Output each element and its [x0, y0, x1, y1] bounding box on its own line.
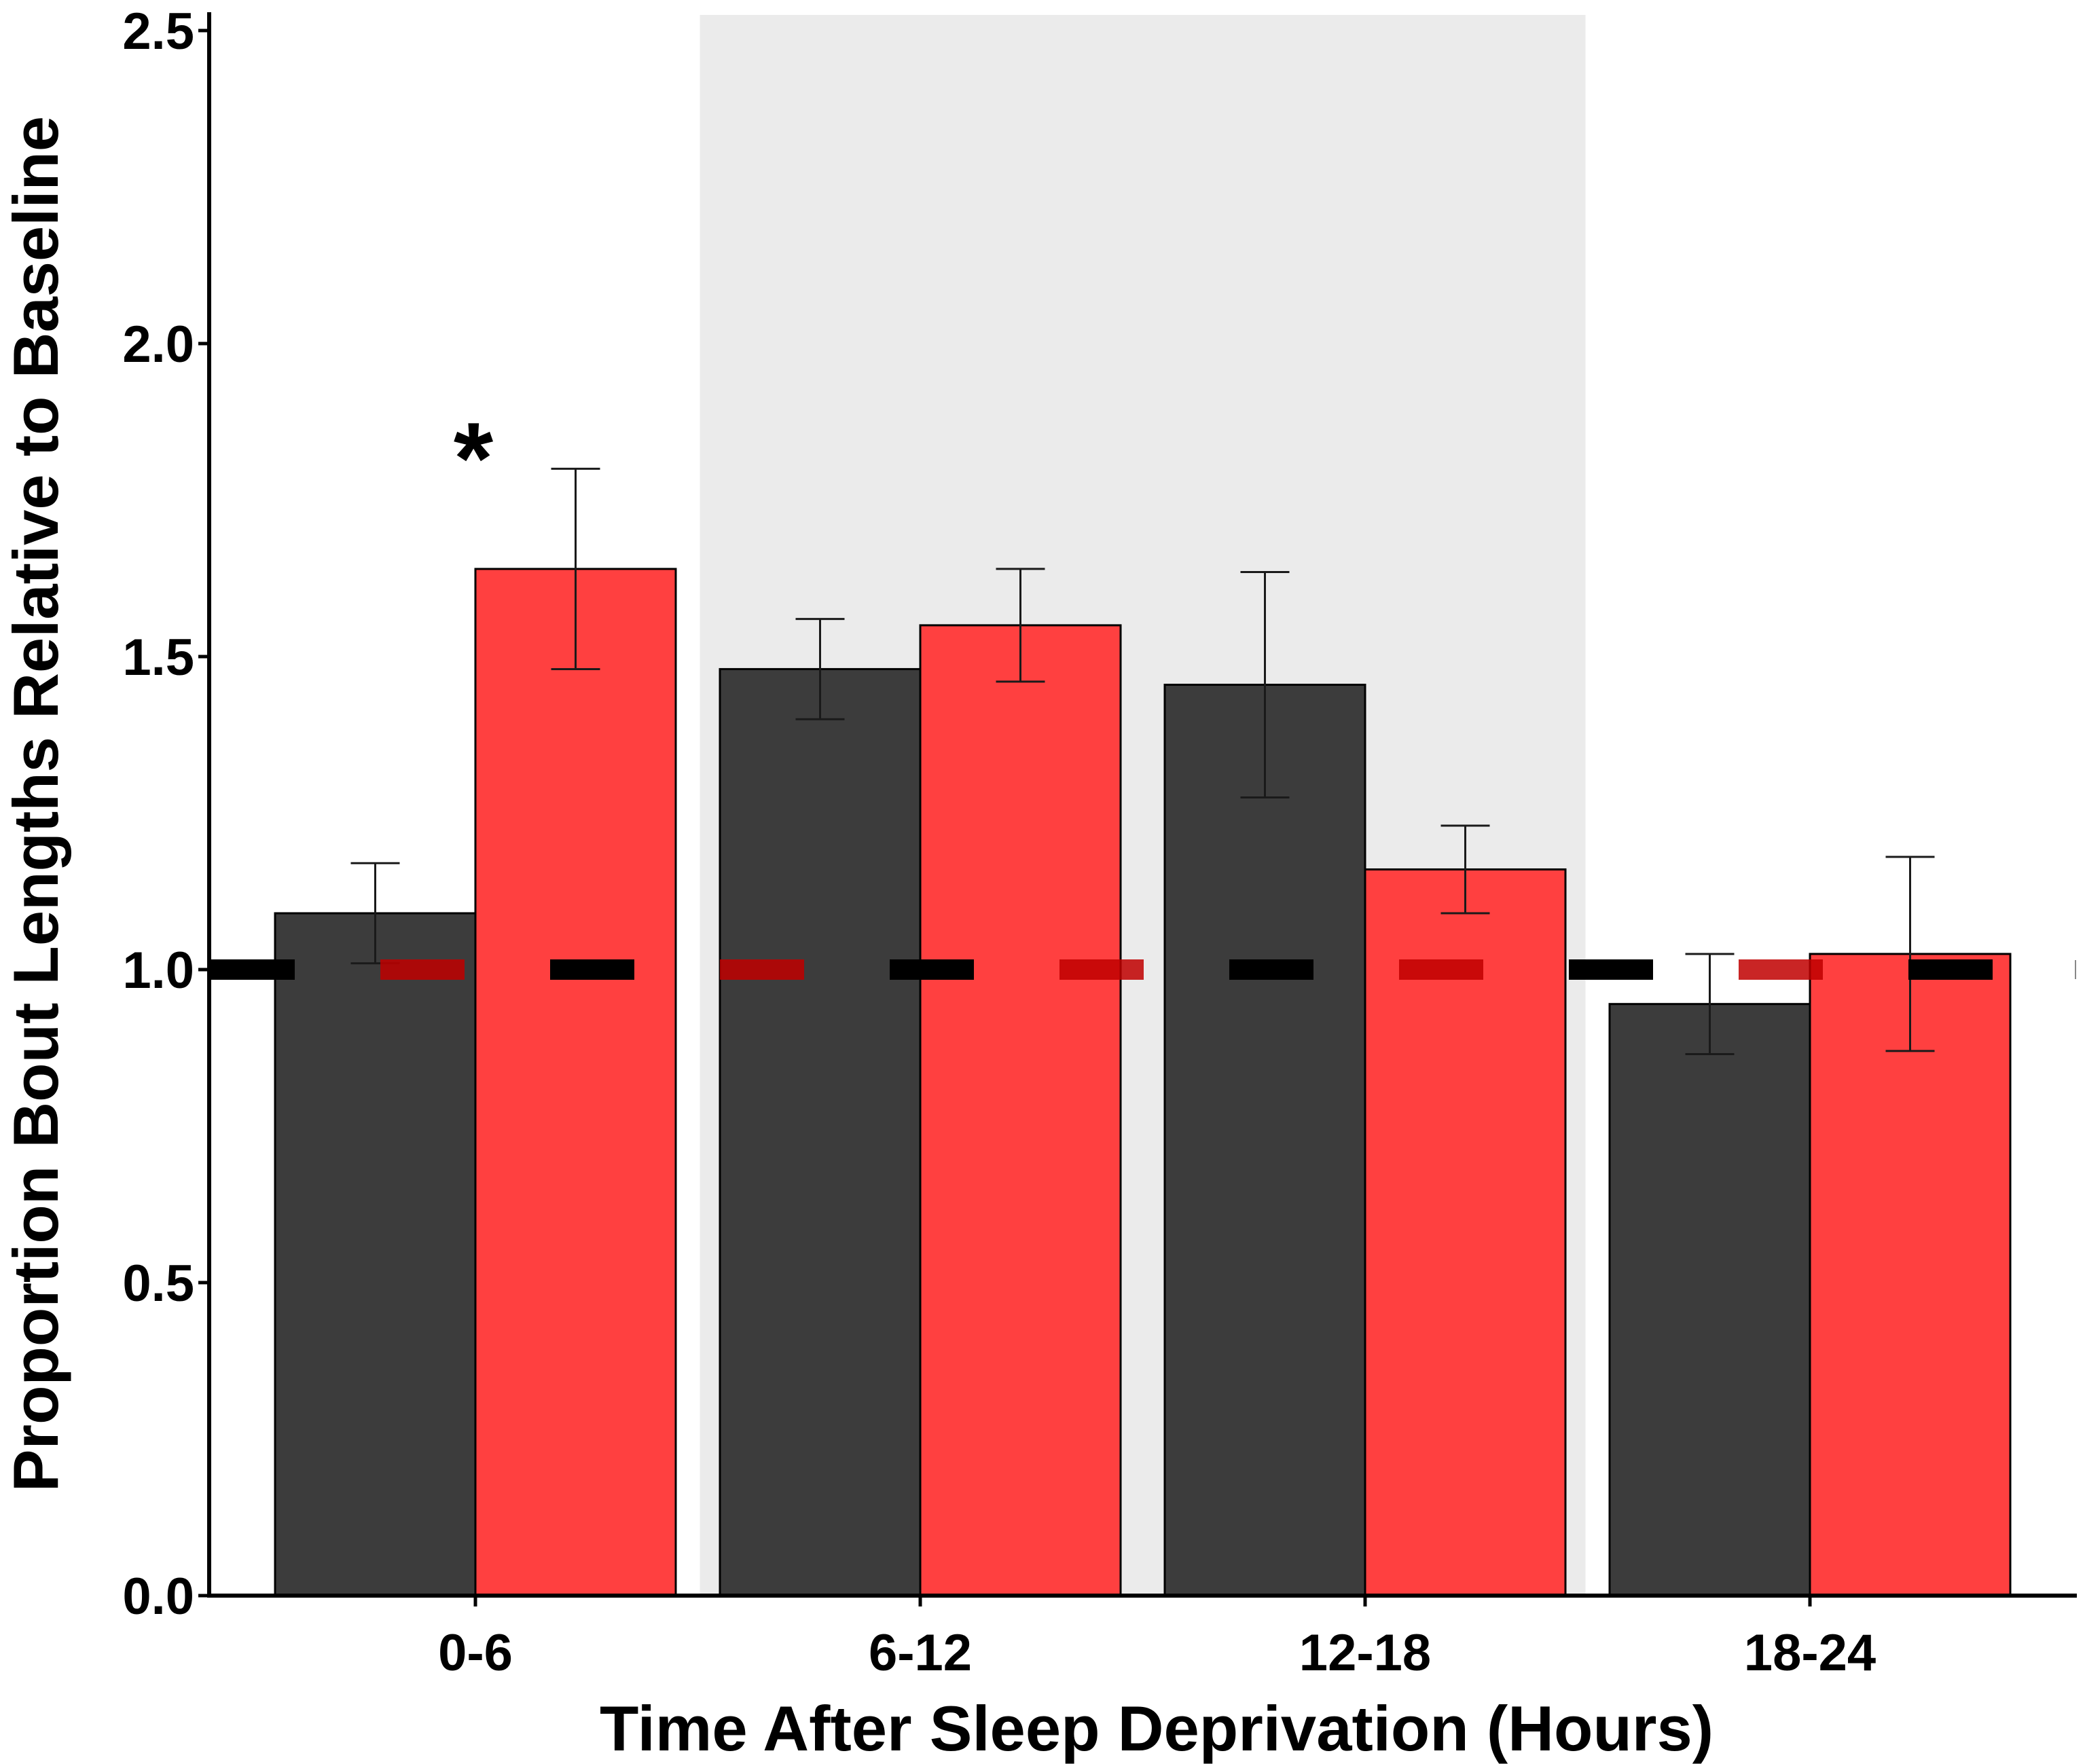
bar-0-6-series-2 [474, 568, 677, 1597]
y-tick-label: 1.5 [122, 629, 194, 686]
significance-asterisk: * [454, 401, 494, 515]
error-bar-6-12-series-2 [996, 568, 1045, 683]
y-tick-label: 1.0 [122, 942, 194, 999]
y-tick-label: 0.0 [122, 1568, 194, 1625]
x-tick-label-6-12: 6-12 [869, 1624, 972, 1682]
y-tick-label: 0.5 [122, 1255, 194, 1312]
bars [274, 568, 2012, 1597]
bar-6-12-series-2 [919, 624, 1122, 1597]
axes [198, 12, 2077, 1606]
error-bars [350, 467, 1935, 1055]
reference-line [211, 959, 2076, 980]
error-bar-12-18-series-2 [1440, 824, 1490, 915]
bar-0-6-series-1 [274, 912, 477, 1597]
bar-12-18-series-1 [1163, 683, 1366, 1597]
error-bar-18-24-series-2 [1885, 856, 1935, 1052]
x-tick-label-0-6: 0-6 [438, 1624, 513, 1682]
x-tick-label-18-24: 18-24 [1744, 1624, 1876, 1682]
error-bar-0-6-series-2 [551, 467, 600, 670]
x-axis-title: Time After Sleep Deprivation (Hours) [600, 1693, 1714, 1764]
bar-6-12-series-1 [719, 667, 922, 1597]
error-bar-6-12-series-1 [795, 618, 845, 720]
y-tick-label: 2.5 [122, 3, 194, 60]
bar-18-24-series-1 [1608, 1003, 1811, 1597]
y-tick-label: 2.0 [122, 316, 194, 373]
x-tick-label-12-18: 12-18 [1299, 1624, 1431, 1682]
bar-12-18-series-2 [1364, 868, 1567, 1597]
labels: 0.0 0.5 1.0 1.5 2.0 2.5 0-6 6-12 12-18 18-24 * [122, 3, 1876, 1682]
error-bar-12-18-series-1 [1240, 571, 1290, 798]
y-axis-title: Proportion Bout Lengths Relative to Base… [0, 116, 71, 1492]
error-bar-18-24-series-1 [1685, 953, 1735, 1055]
bar-18-24-series-2 [1809, 953, 2012, 1597]
